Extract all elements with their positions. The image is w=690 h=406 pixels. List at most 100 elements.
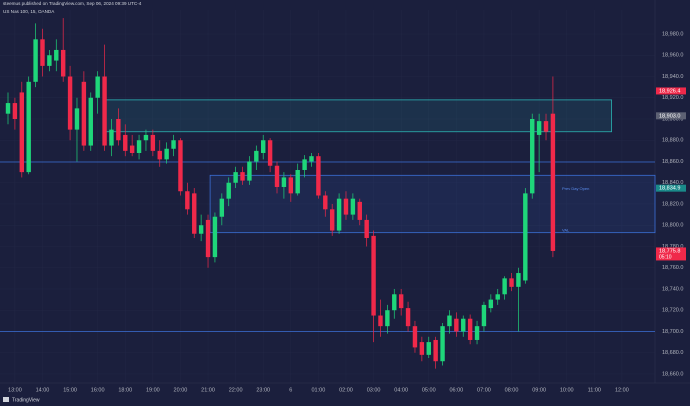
x-tick-label: 20:00	[174, 387, 188, 393]
logo	[3, 397, 9, 402]
candle-body	[123, 134, 128, 151]
x-tick-label: 15:00	[63, 387, 77, 393]
candle-body	[530, 118, 535, 194]
y-tick-label: 18,800.0	[662, 223, 683, 229]
candle-body	[440, 326, 445, 362]
candle-body	[398, 294, 404, 309]
x-tick-label: 02:00	[339, 387, 353, 393]
x-tick-label: 01:00	[312, 387, 326, 393]
header: steemus published on TradingView.com, Se…	[3, 1, 142, 6]
price-label: 18,834.9	[659, 186, 680, 192]
candle-body	[185, 191, 190, 210]
candle-body	[40, 39, 45, 66]
x-tick-label: 22:00	[229, 387, 243, 393]
candle-body	[212, 216, 218, 258]
candle-body	[329, 209, 335, 231]
x-tick-label: 05:00	[422, 387, 436, 393]
candle-body	[343, 198, 349, 215]
candle-body	[88, 97, 93, 146]
x-tick-label: 16:00	[91, 387, 105, 393]
candle-body	[95, 76, 100, 98]
candle-body	[309, 156, 314, 162]
candle-body	[67, 76, 73, 130]
candle-body	[371, 235, 376, 316]
x-tick-label: 03:00	[367, 387, 381, 393]
candle-body	[481, 304, 487, 327]
price-label: 18,775.8	[659, 248, 680, 254]
candle-body	[288, 177, 294, 194]
candle-body	[433, 339, 438, 362]
x-tick-label: 04:00	[394, 387, 408, 393]
x-tick-label: 23:00	[256, 387, 270, 393]
zone	[104, 99, 612, 133]
x-tick-label: 14:00	[36, 387, 50, 393]
candle-body	[164, 148, 169, 160]
candle-body	[143, 134, 149, 141]
price-label-bg	[656, 184, 686, 192]
candle-body	[205, 219, 211, 258]
candle-body	[378, 315, 383, 327]
candle-body	[454, 318, 459, 332]
candle-body	[5, 103, 11, 114]
candle-body	[54, 49, 59, 61]
x-tick-label: 11:00	[588, 387, 601, 393]
y-tick-label: 18,740.0	[662, 286, 683, 292]
candle-body	[102, 76, 107, 146]
candle-body	[74, 108, 80, 130]
price-label-bg	[656, 112, 686, 120]
y-tick-label: 18,960.0	[662, 53, 683, 59]
y-tick-label: 18,760.0	[662, 265, 683, 271]
candle-body	[516, 273, 521, 287]
y-tick-label: 18,920.0	[662, 95, 683, 101]
candle-body	[247, 161, 252, 181]
candle-body	[33, 39, 38, 82]
y-tick-label: 18,840.0	[662, 180, 683, 186]
candle-body	[198, 225, 204, 234]
candle-body	[254, 150, 259, 162]
candle-body	[219, 198, 225, 217]
y-tick-label: 18,720.0	[662, 308, 683, 314]
candle-body	[385, 310, 390, 327]
price-label-bg	[656, 87, 686, 95]
candle-body	[302, 159, 307, 170]
candle-body	[447, 315, 452, 327]
x-tick-label: 6	[289, 387, 292, 393]
candle-body	[392, 294, 397, 311]
candle-body	[192, 193, 197, 234]
x-tick-label: 06:00	[449, 387, 463, 393]
x-tick-label: 13:00	[8, 387, 22, 393]
candle-body	[419, 342, 425, 355]
candle-body	[495, 294, 500, 300]
candle-body	[150, 134, 156, 151]
candle-body	[536, 121, 542, 135]
candle-body	[461, 318, 466, 332]
y-tick-label: 18,700.0	[662, 329, 683, 335]
candle-body	[426, 342, 431, 355]
x-tick-label: 08:00	[505, 387, 519, 393]
candle-body	[157, 150, 162, 160]
candle-body	[316, 156, 321, 196]
candle-body	[350, 198, 356, 215]
price-label-bg	[656, 247, 686, 261]
candle-body	[129, 145, 135, 153]
candle-body	[295, 169, 300, 194]
candle-body	[502, 278, 507, 295]
candle-body	[488, 299, 494, 309]
candle-body	[364, 219, 369, 238]
y-tick-label: 18,880.0	[662, 138, 683, 144]
candle-body	[240, 172, 245, 181]
price-label: 18,926.4	[659, 88, 680, 94]
y-tick-label: 18,660.0	[662, 371, 683, 377]
candle-body	[523, 193, 528, 281]
candle-body	[405, 308, 411, 327]
candle-body	[19, 92, 25, 173]
annotation: VAL	[562, 228, 570, 233]
candle-body	[474, 326, 480, 340]
price-label: 18,903.0	[659, 113, 680, 119]
candle-body	[47, 55, 52, 66]
candle-body	[233, 172, 238, 183]
x-tick-label: 18:00	[118, 387, 132, 393]
candle-body	[60, 49, 66, 77]
x-tick-label: 09:00	[532, 387, 546, 393]
y-tick-label: 18,980.0	[662, 31, 683, 37]
